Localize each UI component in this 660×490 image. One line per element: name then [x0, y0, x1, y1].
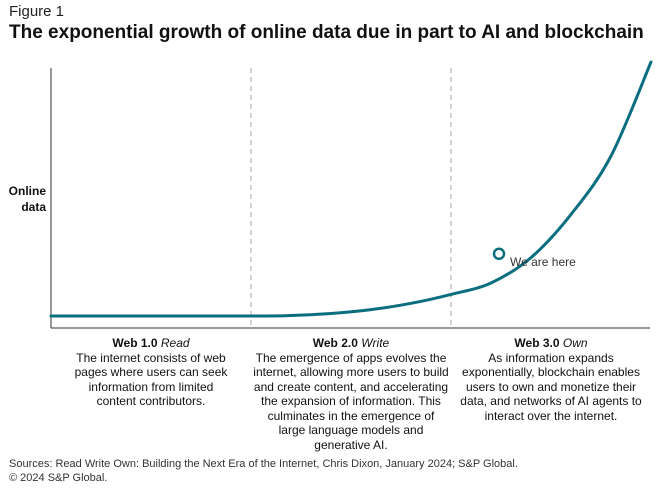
era-web2-description: The emergence of apps evolves the intern… — [253, 350, 449, 452]
era-web3-description: As information expands exponentially, bl… — [460, 350, 642, 423]
era-web1-mode: Read — [160, 336, 190, 350]
chart-title: The exponential growth of online data du… — [9, 22, 644, 43]
sources-line-1: Sources: Read Write Own: Building the Ne… — [9, 458, 518, 470]
y-axis-label-line-1: Online — [8, 184, 46, 198]
era-web2-mode: Write — [361, 336, 390, 350]
era-web1-description: The internet consists of web pages where… — [74, 350, 228, 409]
era-web3: Web 3.0 Own As information expands expon… — [451, 336, 651, 423]
y-axis-label-line-2: data — [21, 200, 46, 214]
data-series-line — [49, 60, 653, 318]
era-web2: Web 2.0 Write The emergence of apps evol… — [251, 336, 451, 452]
y-axis-label: Online data — [0, 183, 46, 215]
era-web3-mode: Own — [562, 336, 588, 350]
era-web1: Web 1.0 Read The internet consists of we… — [51, 336, 251, 409]
era-web1-name: Web 1.0 — [112, 336, 158, 350]
sources-note: Sources: Read Write Own: Building the Ne… — [9, 457, 518, 485]
chart-plot: We are here — [49, 60, 653, 329]
era-web3-name: Web 3.0 — [514, 336, 560, 350]
copyright-line: © 2024 S&P Global. — [9, 472, 108, 484]
we-are-here-label: We are here — [510, 255, 576, 269]
we-are-here-marker — [492, 247, 506, 261]
figure-label: Figure 1 — [9, 3, 65, 20]
era-web2-heading: Web 2.0 Write — [251, 336, 451, 351]
era-web1-heading: Web 1.0 Read — [51, 336, 251, 351]
era-web2-name: Web 2.0 — [312, 336, 358, 350]
era-web3-heading: Web 3.0 Own — [451, 336, 651, 351]
